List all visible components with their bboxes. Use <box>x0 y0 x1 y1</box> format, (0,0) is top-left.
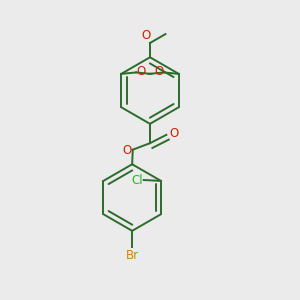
Text: O: O <box>122 144 131 157</box>
Text: Cl: Cl <box>131 173 143 187</box>
Text: O: O <box>136 65 146 78</box>
Text: O: O <box>169 127 178 140</box>
Text: O: O <box>141 29 151 42</box>
Text: Br: Br <box>126 249 139 262</box>
Text: O: O <box>154 65 164 78</box>
